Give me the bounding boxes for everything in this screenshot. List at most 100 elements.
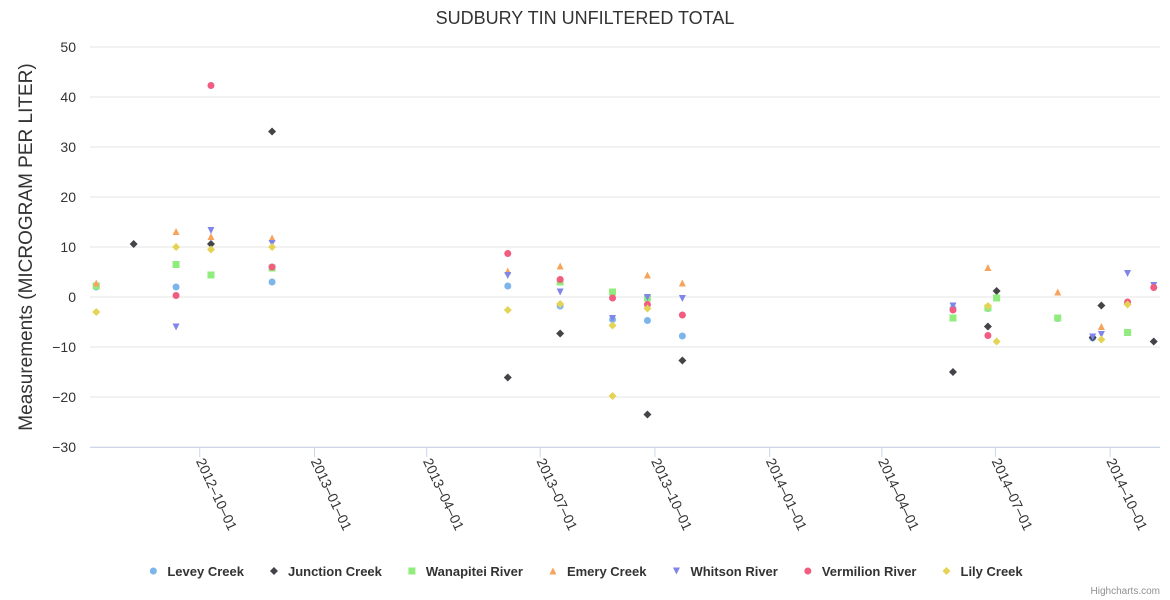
chart-title: SUDBURY TIN UNFILTERED TOTAL (436, 8, 735, 28)
legend-item-wanapitei-river[interactable]: Wanapitei River (408, 564, 523, 579)
data-point-whitson-river[interactable]: Whitson River: 2013-08-28, -4.3 (609, 315, 617, 322)
data-point-whitson-river[interactable]: Whitson River: 2013-09-25, -0.1 (643, 294, 651, 301)
data-point-junction-creek[interactable]: Junction Creek: 2014-11-05, -8.9 (1149, 337, 1158, 346)
data-point-lily-creek[interactable]: Lily Creek: 2013-09-25, -2.3 (643, 304, 652, 313)
legend-marker-whitson-river[interactable] (672, 567, 680, 575)
data-point-wanapitei-river[interactable]: Wanapitei River: 2014-10-15, -7.1 (1124, 329, 1132, 336)
data-point-levey-creek[interactable]: Levey Creek: 2013-09-25, -4.7 (643, 317, 651, 324)
data-point-lily-creek[interactable]: Lily Creek: 2013-08-28, -5.7 (608, 321, 617, 330)
data-point-emery-creek[interactable]: Emery Creek: 2012-09-12, 13.1 (172, 228, 180, 235)
y-tick-label: 10 (60, 239, 76, 255)
legend-marker-junction-creek[interactable] (269, 567, 278, 575)
data-point-levey-creek[interactable]: Levey Creek: 2012-09-12, 2 (172, 283, 180, 291)
data-point-junction-creek[interactable]: Junction Creek: 2012-10-10, 10.6 (206, 240, 215, 248)
data-point-junction-creek[interactable]: Junction Creek: 2013-09-25, -23.5 (643, 410, 652, 419)
data-point-vermilion-river[interactable]: Vermilion River: 2013-10-23, -3.6 (678, 311, 686, 319)
data-point-lily-creek[interactable]: Lily Creek: 2013-07-17, -1.4 (556, 300, 565, 308)
legend-item-junction-creek[interactable]: Junction Creek (269, 564, 383, 579)
legend-item-lily-creek[interactable]: Lily Creek (942, 564, 1024, 579)
data-point-whitson-river[interactable]: Whitson River: 2013-07-17, 1 (556, 288, 564, 296)
data-point-wanapitei-river[interactable]: Wanapitei River: 2012-10-10, 4.4 (207, 271, 215, 279)
data-point-junction-creek[interactable]: Junction Creek: 2013-10-23, -12.7 (678, 356, 687, 365)
data-point-whitson-river[interactable]: Whitson River: 2013-06-05, 4.3 (504, 272, 512, 279)
data-point-junction-creek[interactable]: Junction Creek: 2013-06-05, -16.1 (503, 373, 512, 382)
data-point-vermilion-river[interactable]: Vermilion River: 2013-06-05, 8.7 (504, 250, 512, 257)
data-point-lily-creek[interactable]: Lily Creek: 2012-07-10, -3 (92, 308, 101, 316)
legend-item-vermilion-river[interactable]: Vermilion River (804, 564, 917, 579)
y-tick-label: 50 (60, 39, 76, 55)
data-point-junction-creek[interactable]: Junction Creek: 2014-07-02, 1.2 (992, 287, 1001, 295)
data-point-vermilion-river[interactable]: Vermilion River: 2014-05-28, -2.6 (949, 306, 957, 314)
data-point-vermilion-river[interactable]: Vermilion River: 2012-09-12, 0.3 (172, 292, 180, 299)
data-point-levey-creek[interactable]: Levey Creek: 2013-10-23, -7.8 (678, 332, 686, 340)
data-point-wanapitei-river[interactable]: Wanapitei River: 2014-05-28, -4.2 (949, 314, 957, 322)
y-axis-title: Measurements (MICROGRAM PER LITER) (16, 63, 37, 430)
data-point-lily-creek[interactable]: Lily Creek: 2014-09-24, -8.5 (1097, 335, 1106, 344)
data-point-vermilion-river[interactable]: Vermilion River: 2013-08-28, -0.2 (609, 294, 617, 302)
data-point-lily-creek[interactable]: Lily Creek: 2012-10-10, 9.5 (206, 245, 215, 254)
data-point-emery-creek[interactable]: Emery Creek: 2012-07-10, 2.8 (92, 279, 100, 287)
plot-area: Levey Creek: 2012-07-10, 2Levey Creek: 2… (92, 82, 1158, 419)
data-point-emery-creek[interactable]: Emery Creek: 2014-06-25, 5.9 (984, 264, 992, 271)
legend-label-lily-creek: Lily Creek (961, 564, 1024, 579)
data-point-emery-creek[interactable]: Emery Creek: 2013-10-23, 2.8 (678, 279, 686, 287)
data-point-junction-creek[interactable]: Junction Creek: 2012-08-09, 10.6 (129, 240, 138, 248)
series-lily-creek: Lily Creek: 2012-07-10, -3 Lily Creek: 20… (92, 243, 1132, 400)
legend: Levey Creek Junction Creek Wanapitei River… (149, 564, 1024, 579)
data-point-junction-creek[interactable]: Junction Creek: 2014-05-28, -15 (948, 368, 957, 376)
data-point-junction-creek[interactable]: Junction Creek: 2012-11-28, 33.1 (268, 127, 277, 136)
series-vermilion-river: Vermilion River: 2012-09-12, 0.3 Vermilio… (172, 82, 1158, 339)
legend-label-wanapitei-river: Wanapitei River (426, 564, 523, 579)
data-point-whitson-river[interactable]: Whitson River: 2013-10-23, -0.3 (678, 295, 686, 302)
data-point-wanapitei-river[interactable]: Wanapitei River: 2014-08-20, -4.2 (1054, 314, 1062, 322)
data-point-whitson-river[interactable]: Whitson River: 2014-10-15, 4.7 (1124, 270, 1132, 277)
credits-link[interactable]: Highcharts.com (1091, 586, 1160, 597)
data-point-emery-creek[interactable]: Emery Creek: 2012-10-10, 12.1 (207, 233, 215, 240)
data-point-emery-creek[interactable]: Emery Creek: 2014-09-24, -5.9 (1097, 323, 1105, 330)
data-point-whitson-river[interactable]: Whitson River: 2012-09-12, -6 (172, 323, 180, 331)
data-point-wanapitei-river[interactable]: Wanapitei River: 2013-08-28, 1 (609, 288, 617, 296)
legend-marker-wanapitei-river[interactable] (408, 567, 416, 575)
y-tick-label: 0 (68, 289, 76, 305)
data-point-lily-creek[interactable]: Lily Creek: 2013-08-28, -19.8 (608, 392, 617, 400)
data-point-emery-creek[interactable]: Emery Creek: 2014-08-20, 1 (1054, 288, 1062, 296)
data-point-vermilion-river[interactable]: Vermilion River: 2014-11-05, 1.9 (1150, 284, 1158, 291)
data-point-lily-creek[interactable]: Lily Creek: 2013-06-05, -2.6 (503, 306, 512, 314)
y-tick-label: 30 (60, 139, 76, 155)
data-point-whitson-river[interactable]: Whitson River: 2014-09-17, -8 (1089, 333, 1097, 341)
legend-marker-lily-creek[interactable] (942, 567, 951, 575)
data-point-whitson-river[interactable]: Whitson River: 2012-10-10, 13.3 (207, 227, 215, 234)
legend-item-whitson-river[interactable]: Whitson River (672, 564, 778, 579)
y-tick-label: −10 (52, 339, 76, 355)
data-point-levey-creek[interactable]: Levey Creek: 2012-11-28, 3 (268, 278, 276, 286)
data-point-emery-creek[interactable]: Emery Creek: 2013-09-25, 4.4 (643, 271, 651, 279)
data-point-junction-creek[interactable]: Junction Creek: 2013-07-17, -7.3 (556, 329, 565, 338)
legend-marker-levey-creek[interactable] (149, 567, 157, 575)
legend-marker-emery-creek[interactable] (549, 567, 557, 575)
legend-label-whitson-river: Whitson River (690, 564, 777, 579)
data-point-whitson-river[interactable]: Whitson River: 2014-05-28, -1.8 (949, 302, 957, 310)
legend-item-emery-creek[interactable]: Emery Creek (549, 564, 647, 579)
data-point-junction-creek[interactable]: Junction Creek: 2014-09-24, -1.7 (1097, 301, 1106, 310)
series-emery-creek: Emery Creek: 2012-07-10, 2.8 Emery Creek:… (92, 228, 1105, 330)
legend-item-levey-creek[interactable]: Levey Creek (149, 564, 245, 579)
data-point-levey-creek[interactable]: Levey Creek: 2013-06-05, 2.2 (504, 282, 512, 290)
data-point-vermilion-river[interactable]: Vermilion River: 2014-06-25, -7.7 (984, 332, 992, 339)
legend-label-junction-creek: Junction Creek (288, 564, 383, 579)
data-point-lily-creek[interactable]: Lily Creek: 2014-07-02, -8.9 (992, 337, 1001, 346)
data-point-junction-creek[interactable]: Junction Creek: 2014-06-25, -5.9 (983, 322, 992, 331)
data-point-wanapitei-river[interactable]: Wanapitei River: 2012-09-12, 6.5 (172, 261, 180, 268)
data-point-whitson-river[interactable]: Whitson River: 2014-09-24, -7.5 (1097, 331, 1105, 338)
data-point-vermilion-river[interactable]: Vermilion River: 2012-11-28, 6 (268, 263, 276, 271)
data-point-emery-creek[interactable]: Emery Creek: 2012-11-28, 11.8 (268, 234, 276, 242)
data-point-lily-creek[interactable]: Lily Creek: 2014-06-25, -1.8 (983, 302, 992, 310)
data-point-lily-creek[interactable]: Lily Creek: 2014-10-15, -1.5 (1123, 300, 1132, 309)
data-point-lily-creek[interactable]: Lily Creek: 2012-09-12, 10 (172, 243, 181, 251)
data-point-vermilion-river[interactable]: Vermilion River: 2012-10-10, 42.3 (207, 82, 215, 89)
data-point-lily-creek[interactable]: Lily Creek: 2012-11-28, 10 (268, 243, 277, 251)
data-point-emery-creek[interactable]: Emery Creek: 2013-07-17, 6.2 (556, 262, 564, 270)
data-point-wanapitei-river[interactable]: Wanapitei River: 2014-07-02, -0.2 (993, 294, 1001, 302)
data-point-vermilion-river[interactable]: Vermilion River: 2013-07-17, 3.5 (556, 276, 564, 283)
legend-marker-vermilion-river[interactable] (804, 567, 812, 575)
